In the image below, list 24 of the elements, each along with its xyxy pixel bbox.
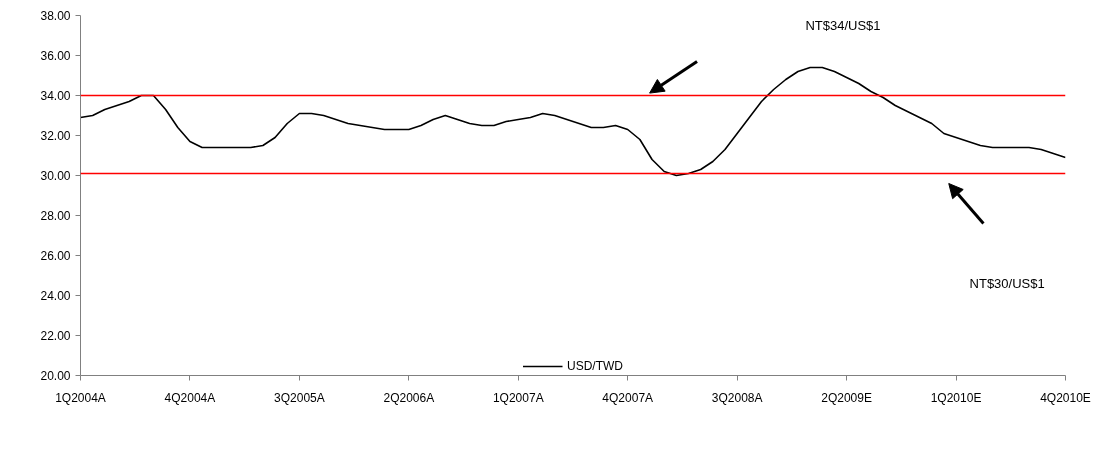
annotation: NT$34/US$1 [805, 18, 881, 33]
y-tick-label: 38.00 [40, 9, 71, 23]
x-tick-label: 2Q2006A [383, 390, 435, 405]
x-tick-label: 4Q2004A [164, 390, 216, 405]
y-tick-label: 22.00 [40, 329, 71, 343]
y-tick-label: 36.00 [40, 49, 71, 63]
x-tick-label: 4Q2007A [602, 390, 654, 405]
line-series [80, 66, 1066, 177]
legend-label: USD/TWD [567, 359, 623, 373]
x-tick-label: 1Q2007A [492, 390, 544, 405]
x-tick-label: 2Q2009E [821, 390, 872, 405]
annotation: NT$30/US$1 [969, 276, 1045, 291]
y-tick-label: 30.00 [40, 169, 71, 183]
x-tick-label: 1Q2004A [55, 390, 106, 405]
y-tick-label: 34.00 [40, 89, 71, 103]
x-tick-label: 3Q2008A [711, 390, 763, 405]
y-tick-label: 20.00 [40, 369, 71, 383]
y-tick-label: 26.00 [40, 249, 71, 263]
y-tick-label: 32.00 [40, 129, 71, 143]
x-tick-label: 1Q2010E [930, 390, 982, 405]
x-tick-label: 3Q2005A [274, 390, 325, 405]
y-tick-label: 28.00 [40, 209, 71, 223]
x-tick-label: 4Q2010E [1040, 390, 1091, 405]
y-tick-label: 24.00 [40, 289, 71, 303]
